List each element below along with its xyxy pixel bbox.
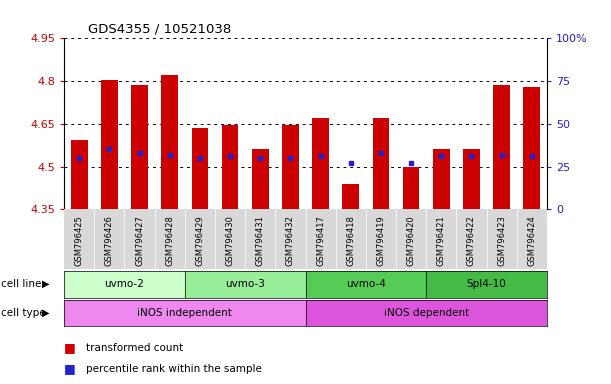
Text: GSM796429: GSM796429 [196,215,205,266]
Text: GSM796417: GSM796417 [316,215,325,266]
Bar [433,149,450,209]
Text: transformed count: transformed count [86,343,183,353]
Bar [463,149,480,209]
Bar [71,139,87,209]
Text: GSM796423: GSM796423 [497,215,506,266]
Text: ■: ■ [64,362,76,375]
Bar [306,300,547,326]
Text: GSM796418: GSM796418 [346,215,355,266]
Text: GSM796424: GSM796424 [527,215,536,266]
Bar [161,75,178,209]
Text: percentile rank within the sample: percentile rank within the sample [86,364,262,374]
Text: ▶: ▶ [42,308,49,318]
Text: GSM796422: GSM796422 [467,215,476,266]
Bar [222,125,238,209]
Text: GSM796427: GSM796427 [135,215,144,266]
Text: GSM796426: GSM796426 [105,215,114,266]
Bar [426,271,547,298]
Text: GSM796431: GSM796431 [256,215,265,266]
Text: GSM796425: GSM796425 [75,215,84,266]
Bar [373,118,389,209]
Bar [312,118,329,209]
Bar [493,85,510,209]
Bar [64,300,306,326]
Text: GSM796430: GSM796430 [225,215,235,266]
Text: iNOS dependent: iNOS dependent [384,308,469,318]
Text: uvmo-3: uvmo-3 [225,279,265,289]
Bar [306,271,426,298]
Text: cell type: cell type [1,308,46,318]
Text: GSM796421: GSM796421 [437,215,446,266]
Bar [282,125,299,209]
Bar [252,149,269,209]
Bar [101,80,118,209]
Bar [64,271,185,298]
Text: uvmo-2: uvmo-2 [104,279,144,289]
Text: ■: ■ [64,341,76,354]
Text: GSM796432: GSM796432 [286,215,295,266]
Bar [524,87,540,209]
Text: GDS4355 / 10521038: GDS4355 / 10521038 [89,23,232,36]
Bar [131,85,148,209]
Text: GSM796420: GSM796420 [406,215,415,266]
Text: uvmo-4: uvmo-4 [346,279,386,289]
Text: cell line: cell line [1,279,42,289]
Text: GSM796419: GSM796419 [376,215,386,266]
Text: GSM796428: GSM796428 [165,215,174,266]
Bar [403,167,419,209]
Text: Spl4-10: Spl4-10 [467,279,507,289]
Text: ▶: ▶ [42,279,49,289]
Bar [342,184,359,209]
Bar [192,128,208,209]
Bar [185,271,306,298]
Text: iNOS independent: iNOS independent [137,308,232,318]
